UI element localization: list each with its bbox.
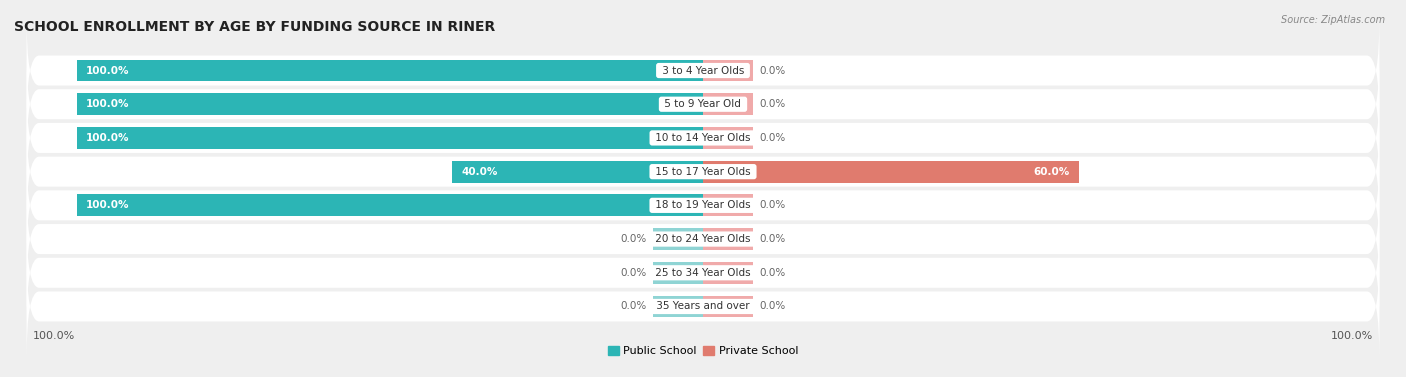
Text: 60.0%: 60.0% [1033, 167, 1070, 177]
Bar [453, 161, 703, 182]
Text: 25 to 34 Year Olds: 25 to 34 Year Olds [652, 268, 754, 278]
Text: 0.0%: 0.0% [759, 268, 786, 278]
Text: 0.0%: 0.0% [620, 234, 647, 244]
Bar [652, 296, 703, 317]
Text: 15 to 17 Year Olds: 15 to 17 Year Olds [652, 167, 754, 177]
Text: 20 to 24 Year Olds: 20 to 24 Year Olds [652, 234, 754, 244]
Bar [77, 93, 703, 115]
FancyBboxPatch shape [27, 254, 1379, 359]
Bar [703, 228, 754, 250]
FancyBboxPatch shape [27, 52, 1379, 157]
Text: 3 to 4 Year Olds: 3 to 4 Year Olds [658, 66, 748, 75]
Text: 0.0%: 0.0% [759, 133, 786, 143]
Text: 0.0%: 0.0% [620, 268, 647, 278]
Bar [703, 93, 754, 115]
Bar [703, 296, 754, 317]
Text: 100.0%: 100.0% [32, 331, 75, 341]
FancyBboxPatch shape [27, 86, 1379, 190]
Text: 0.0%: 0.0% [759, 200, 786, 210]
FancyBboxPatch shape [27, 220, 1379, 325]
Text: 0.0%: 0.0% [759, 234, 786, 244]
Text: 40.0%: 40.0% [461, 167, 498, 177]
Bar [77, 127, 703, 149]
FancyBboxPatch shape [27, 187, 1379, 291]
Text: SCHOOL ENROLLMENT BY AGE BY FUNDING SOURCE IN RINER: SCHOOL ENROLLMENT BY AGE BY FUNDING SOUR… [14, 20, 495, 34]
Text: 5 to 9 Year Old: 5 to 9 Year Old [661, 99, 745, 109]
Text: 18 to 19 Year Olds: 18 to 19 Year Olds [652, 200, 754, 210]
Text: Source: ZipAtlas.com: Source: ZipAtlas.com [1281, 15, 1385, 25]
Text: 10 to 14 Year Olds: 10 to 14 Year Olds [652, 133, 754, 143]
Bar [77, 60, 703, 81]
Bar [703, 60, 754, 81]
Text: 0.0%: 0.0% [759, 99, 786, 109]
Text: 100.0%: 100.0% [86, 200, 129, 210]
Text: 0.0%: 0.0% [759, 302, 786, 311]
FancyBboxPatch shape [27, 119, 1379, 224]
Bar [703, 195, 754, 216]
FancyBboxPatch shape [27, 153, 1379, 258]
FancyBboxPatch shape [27, 18, 1379, 123]
Text: 35 Years and over: 35 Years and over [652, 302, 754, 311]
Bar [77, 195, 703, 216]
Text: 100.0%: 100.0% [86, 66, 129, 75]
Bar [703, 262, 754, 284]
Text: 100.0%: 100.0% [86, 99, 129, 109]
Text: 0.0%: 0.0% [759, 66, 786, 75]
Text: 0.0%: 0.0% [620, 302, 647, 311]
Legend: Public School, Private School: Public School, Private School [603, 341, 803, 360]
Bar [652, 228, 703, 250]
Bar [703, 127, 754, 149]
Text: 100.0%: 100.0% [1331, 331, 1374, 341]
Bar [703, 161, 1078, 182]
Text: 100.0%: 100.0% [86, 133, 129, 143]
Bar [652, 262, 703, 284]
